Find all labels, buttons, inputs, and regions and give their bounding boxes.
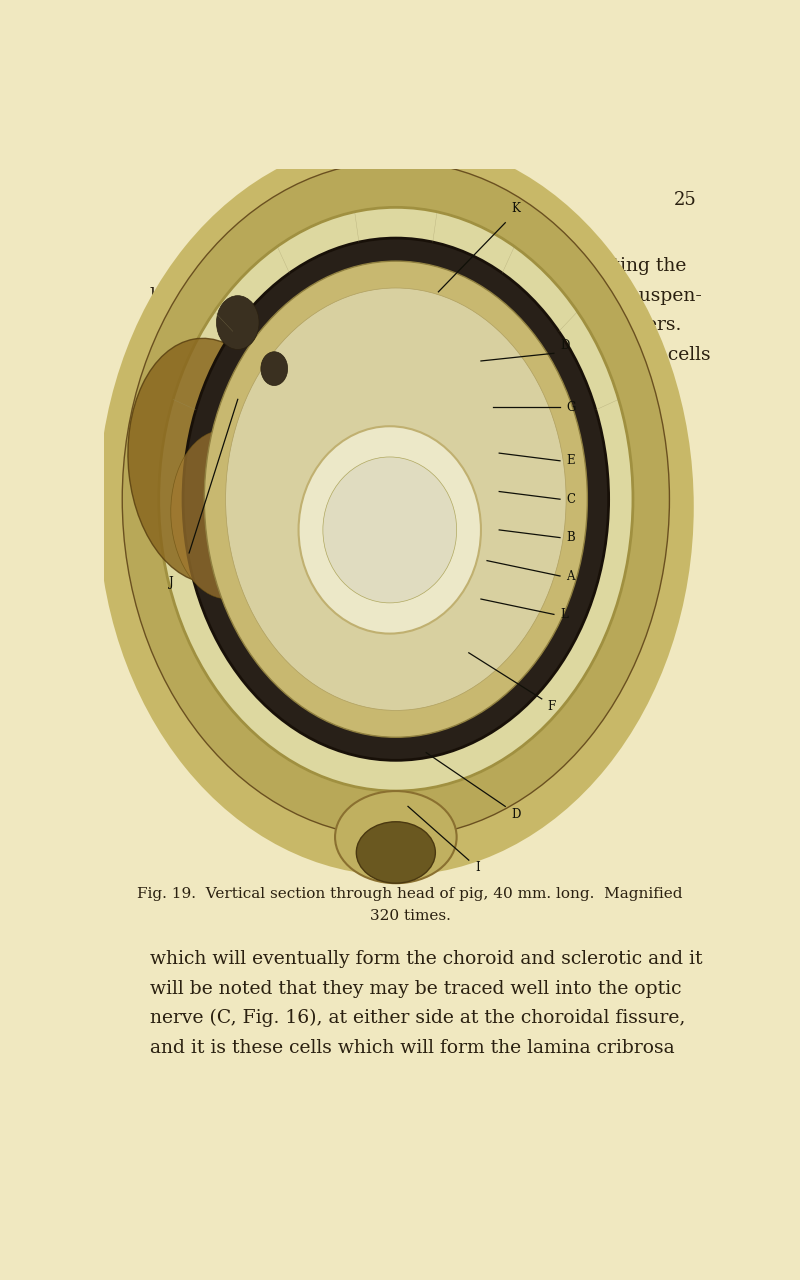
Ellipse shape [183,238,609,760]
Text: K: K [511,202,520,215]
Ellipse shape [298,426,481,634]
Text: and it is these cells which will form the lamina cribrosa: and it is these cells which will form th… [150,1038,674,1057]
Text: D: D [560,339,570,352]
Circle shape [217,296,259,349]
Text: nerve (C, Fig. 16), at either side at the choroidal fissure,: nerve (C, Fig. 16), at either side at th… [150,1009,685,1028]
Ellipse shape [158,207,633,791]
Ellipse shape [170,430,281,599]
Ellipse shape [122,161,670,837]
Text: THE  ANATOMY  OF  THE  EYE.: THE ANATOMY OF THE EYE. [285,191,535,205]
Text: D: D [511,808,521,820]
Ellipse shape [204,261,587,737]
Text: sory ligament or the Zonule of Zinn of the older writers.: sory ligament or the Zonule of Zinn of t… [150,316,681,334]
Text: E: E [566,454,574,467]
Text: 320 times.: 320 times. [370,909,450,923]
Text: 25: 25 [674,191,696,209]
Text: At H, Fig. 16, is shown the farther development of the cells: At H, Fig. 16, is shown the farther deve… [150,346,711,364]
Ellipse shape [98,138,694,876]
Text: which will eventually form the choroid and sclerotic and it: which will eventually form the choroid a… [150,950,702,968]
Ellipse shape [323,457,457,603]
Text: C: C [566,493,575,506]
Text: A: A [566,570,574,582]
Text: G: G [566,401,575,413]
Text: Fig. 19.  Vertical section through head of pig, 40 mm. long.  Magnified: Fig. 19. Vertical section through head o… [138,887,682,901]
Text: B: B [566,531,575,544]
Text: F: F [548,700,556,713]
Ellipse shape [128,338,286,584]
Circle shape [261,352,288,385]
Text: L: L [560,608,568,621]
Text: lens with the retina.  This will eventually form the suspen-: lens with the retina. This will eventual… [150,287,702,305]
Text: J: J [169,576,174,589]
Ellipse shape [356,822,435,883]
Text: I: I [475,861,480,874]
Ellipse shape [226,288,566,710]
Text: will be noted that they may be traced well into the optic: will be noted that they may be traced we… [150,979,681,997]
Ellipse shape [335,791,457,883]
Text: At F, Fig. 16, is shown a band of tissue connecting the: At F, Fig. 16, is shown a band of tissue… [150,257,686,275]
